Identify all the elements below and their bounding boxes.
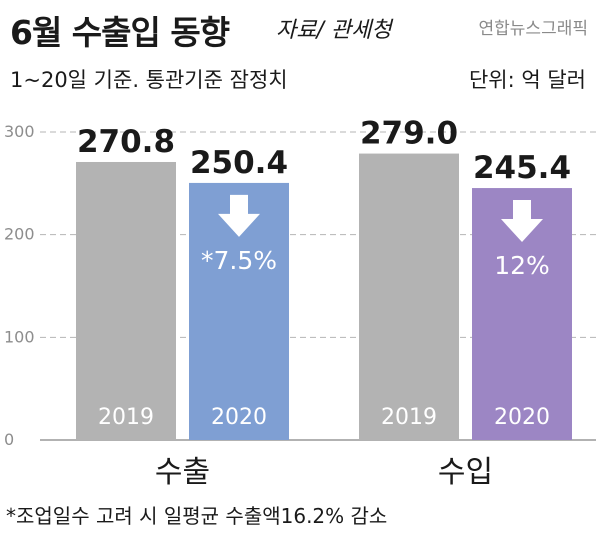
y-tick-label: 100 [4,327,35,346]
data-label: 279.0 [360,116,458,152]
y-tick-label: 0 [4,430,14,449]
page-title: 6월 수출입 동향 [10,13,230,52]
bar-year-label: 2020 [211,405,267,430]
footnote: *조업일수 고려 시 일평균 수출액16.2% 감소 [6,504,388,528]
bar [359,153,459,440]
unit-label: 단위: 억 달러 [468,68,586,92]
change-label: *7.5% [201,246,277,275]
data-label: 250.4 [190,145,288,181]
down-arrow-icon [218,194,260,237]
y-tick-label: 300 [4,122,35,141]
bar [76,161,176,440]
bar-chart: 0 100 200 300 270.8 2019 250.4 2020 *7.5% 수출 279.0… [4,116,596,490]
category-label: 수입 [438,455,493,490]
chart-subtitle: 1~20일 기준. 통관기준 잠정치 [10,68,288,92]
bar-year-label: 2020 [494,405,550,430]
data-label: 245.4 [473,150,571,186]
bar-year-label: 2019 [381,405,437,430]
data-label: 270.8 [77,124,175,160]
credit-logo-text: 연합뉴스그래픽 [478,19,588,39]
category-label: 수출 [155,455,210,490]
change-label: 12% [494,251,550,280]
bar-year-label: 2019 [98,405,154,430]
y-tick-label: 200 [4,225,35,244]
source-note: 자료/ 관세청 [276,18,392,43]
down-arrow-icon [501,200,543,243]
